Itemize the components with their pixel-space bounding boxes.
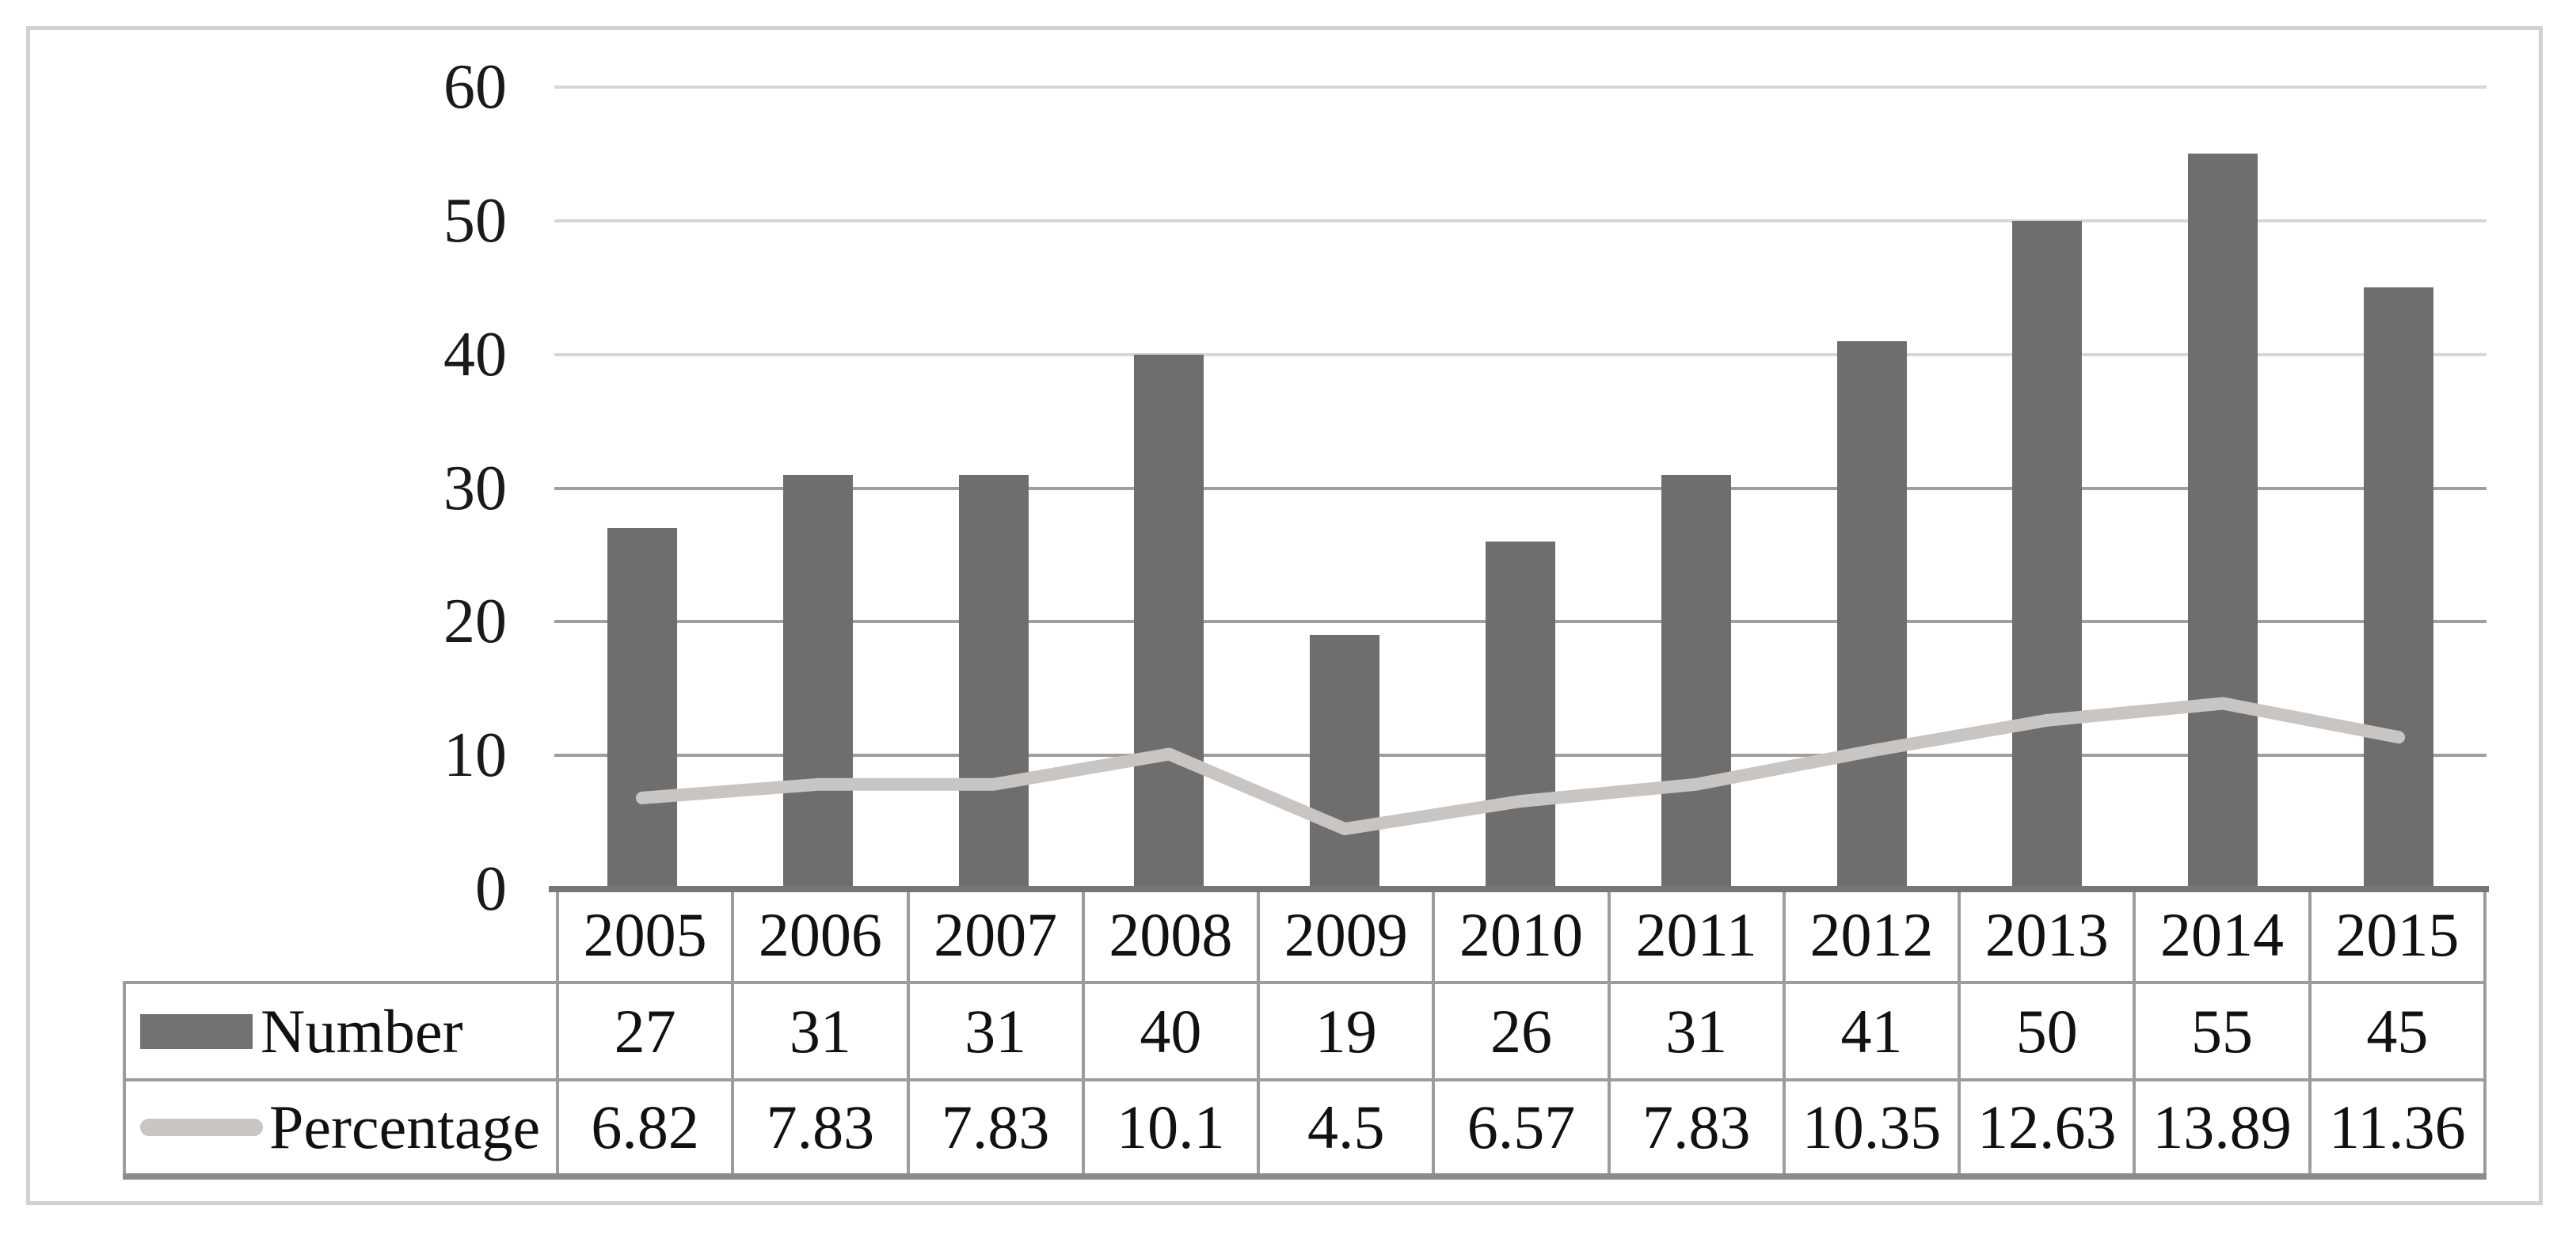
x-axis-baseline	[549, 886, 2489, 892]
percentage-cell: 7.83	[731, 1078, 910, 1178]
number-cell: 45	[2308, 981, 2487, 1081]
bar-2014	[2188, 154, 2258, 889]
number-cell: 31	[1607, 981, 1786, 1081]
bar-2009	[1310, 635, 1380, 889]
number-legend-swatch-icon	[140, 1013, 253, 1049]
table-row-number: Number 27 31 31 40 19 26 31 41 50 55 45	[123, 981, 2487, 1081]
percentage-cell: 4.5	[1257, 1078, 1436, 1178]
year-cell: 2008	[1081, 889, 1261, 984]
number-cell: 55	[2133, 981, 2312, 1081]
y-axis-tick-label: 40	[443, 319, 507, 390]
bar-2007	[958, 474, 1029, 889]
data-table: 2005 2006 2007 2008 2009 2010 2011 2012 …	[123, 889, 2487, 1180]
percentage-cell: 12.63	[1958, 1078, 2137, 1178]
percentage-cell: 10.35	[1782, 1078, 1961, 1178]
bar-2008	[1134, 354, 1204, 889]
y-axis-tick-label: 50	[443, 185, 507, 256]
legend-label-percentage: Percentage	[269, 1093, 541, 1161]
legend-cell-percentage: Percentage	[123, 1078, 559, 1178]
year-cell: 2014	[2133, 889, 2312, 984]
number-cell: 41	[1782, 981, 1961, 1081]
y-axis-tick-label: 30	[443, 453, 507, 523]
year-cell: 2012	[1782, 889, 1961, 984]
year-cell: 2015	[2308, 889, 2487, 984]
table-blank-cell	[124, 889, 557, 982]
year-cell: 2005	[555, 889, 735, 984]
bar-2015	[2364, 287, 2434, 889]
bar-2006	[782, 474, 853, 889]
number-cell: 50	[1958, 981, 2137, 1081]
percentage-legend-swatch-icon	[140, 1119, 263, 1136]
percentage-cell: 13.89	[2133, 1078, 2312, 1178]
percentage-cell: 10.1	[1081, 1078, 1261, 1178]
number-cell: 31	[906, 981, 1085, 1081]
gridline-y30	[554, 486, 2487, 490]
percentage-cell: 7.83	[1607, 1078, 1786, 1178]
y-axis-tick-label: 0	[475, 854, 507, 924]
y-axis-tick-label: 20	[443, 587, 507, 657]
number-cell: 27	[555, 981, 735, 1081]
bar-2010	[1486, 542, 1555, 889]
year-cell: 2009	[1257, 889, 1436, 984]
percentage-cell: 7.83	[906, 1078, 1085, 1178]
number-cell: 19	[1257, 981, 1436, 1081]
number-cell: 26	[1432, 981, 1611, 1081]
gridline-y40	[554, 352, 2487, 356]
year-cell: 2007	[906, 889, 1085, 984]
gridline-y50	[554, 219, 2487, 222]
y-axis-tick-label: 10	[443, 720, 507, 791]
gridline-y60	[554, 86, 2487, 89]
bar-2005	[607, 528, 677, 889]
number-cell: 40	[1081, 981, 1261, 1081]
legend-label-number: Number	[261, 996, 463, 1066]
percentage-cell: 11.36	[2308, 1078, 2487, 1178]
bar-2012	[1836, 340, 1907, 889]
percentage-cell: 6.57	[1432, 1078, 1611, 1178]
year-cell: 2010	[1432, 889, 1611, 984]
y-axis-tick-label: 60	[443, 52, 507, 122]
percentage-cell: 6.82	[555, 1078, 735, 1178]
table-row-percentage: Percentage 6.82 7.83 7.83 10.1 4.5 6.57 …	[123, 1078, 2487, 1178]
year-cell: 2013	[1958, 889, 2137, 984]
number-cell: 31	[731, 981, 910, 1081]
bar-2011	[1661, 474, 1731, 889]
table-row-years: 2005 2006 2007 2008 2009 2010 2011 2012 …	[124, 889, 2487, 984]
year-cell: 2006	[731, 889, 910, 984]
year-cell: 2011	[1607, 889, 1786, 984]
bar-2013	[2012, 220, 2083, 889]
legend-cell-number: Number	[123, 981, 559, 1081]
